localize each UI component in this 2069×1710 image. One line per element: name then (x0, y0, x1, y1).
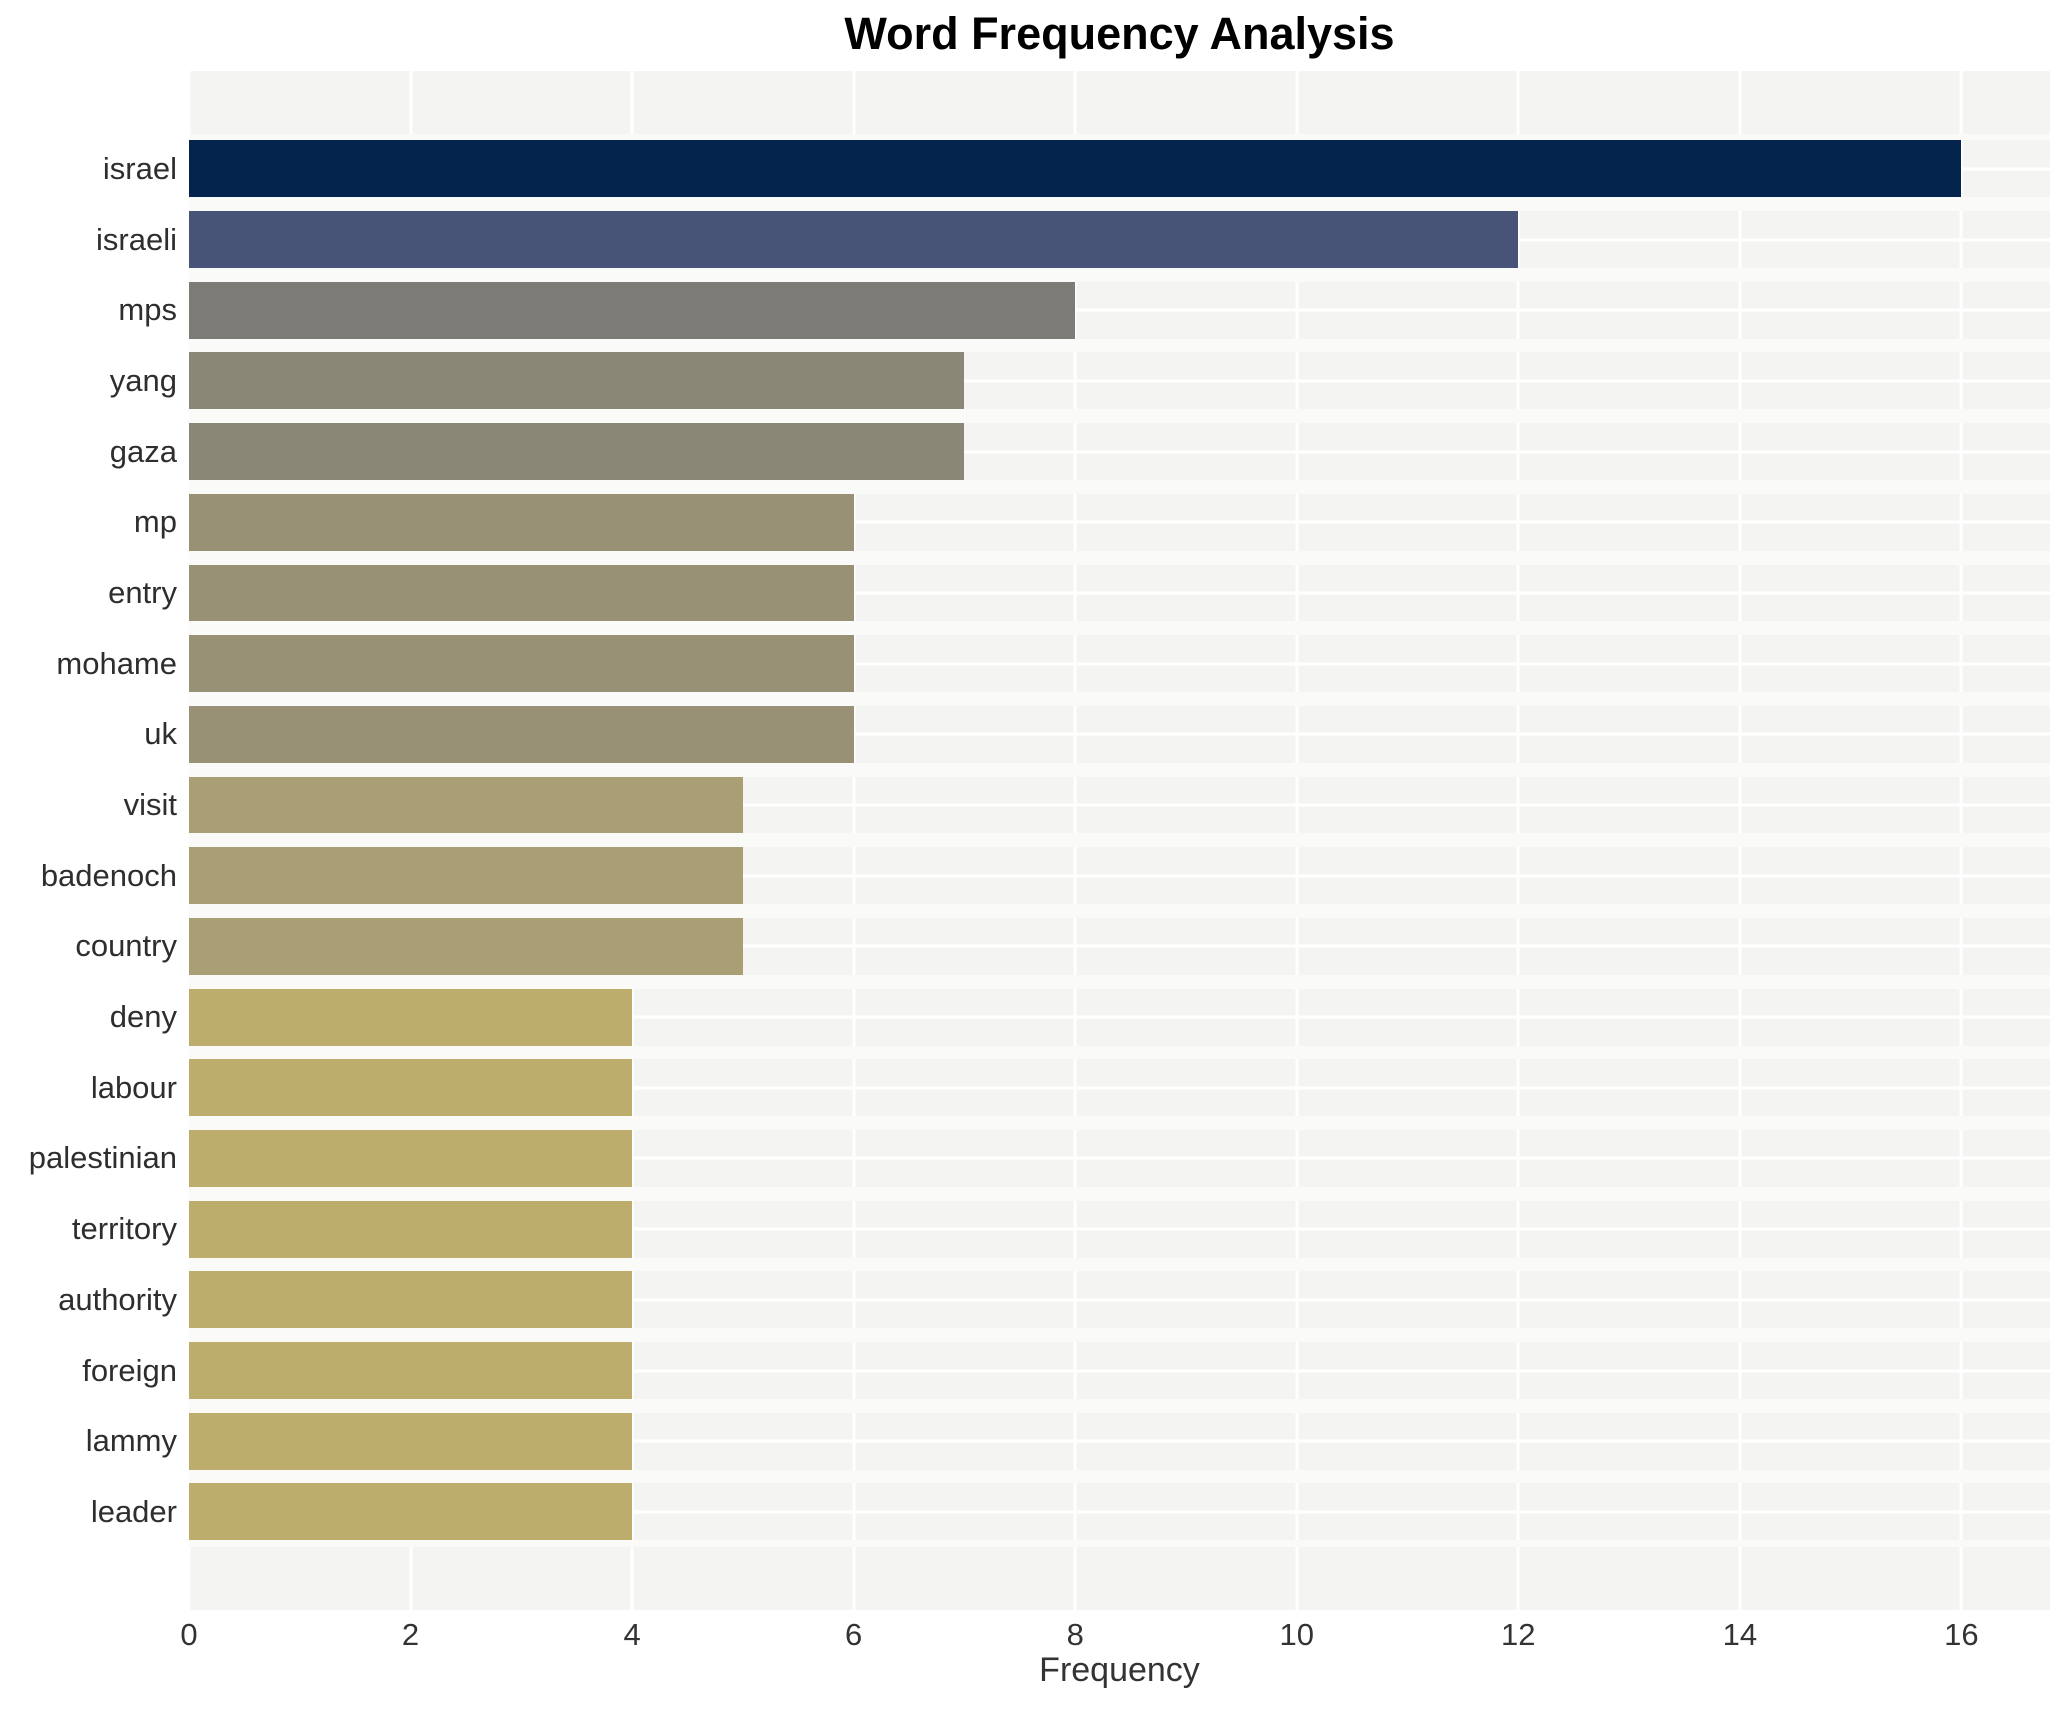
bar (189, 211, 1519, 268)
bar-row (189, 416, 2050, 487)
y-axis-label: authority (58, 1281, 177, 1317)
bar (189, 1059, 633, 1117)
horizontal-gridline (189, 874, 2050, 878)
chart-title: Word Frequency Analysis (844, 8, 1395, 59)
y-axis-label: badenoch (40, 857, 177, 893)
bar-row (189, 840, 2050, 911)
bar (189, 1483, 633, 1541)
y-axis-label: uk (144, 716, 177, 752)
bar-row (189, 911, 2050, 982)
x-tick-label: 14 (1722, 1617, 1758, 1652)
x-tick-label: 0 (180, 1617, 198, 1652)
y-axis-label: entry (108, 574, 177, 610)
x-axis-ticks: 0 2 4 6 8 10 12 14 16 (180, 1617, 2050, 1657)
horizontal-gridline (189, 1156, 2050, 1160)
y-axis-label: israeli (96, 221, 177, 257)
horizontal-gridline (189, 803, 2050, 807)
bar (189, 352, 965, 410)
y-axis-label: mps (118, 292, 177, 328)
bar-row (189, 557, 2050, 629)
x-tick-label: 6 (845, 1617, 863, 1652)
bar (189, 423, 965, 481)
y-axis-label: palestinian (28, 1140, 177, 1176)
y-axis-label: leader (90, 1493, 177, 1529)
y-axis-label: mp (133, 504, 177, 540)
bar (189, 1130, 633, 1187)
horizontal-gridline (189, 662, 2050, 666)
y-axis-labels: israel israeli mps yang gaza mp entry mohame uk v… (0, 71, 177, 1610)
bar-row (189, 1476, 2050, 1548)
bar-row (189, 1335, 2050, 1406)
bar (189, 1200, 633, 1258)
horizontal-gridline (189, 1227, 2050, 1231)
horizontal-gridline (189, 379, 2050, 383)
bar (189, 917, 743, 975)
bar (189, 493, 854, 551)
bar-row (189, 486, 2050, 558)
horizontal-gridline (189, 591, 2050, 595)
horizontal-gridline (189, 732, 2050, 736)
horizontal-gridline (189, 450, 2050, 454)
bar (189, 140, 1962, 198)
horizontal-gridline (189, 1510, 2050, 1514)
y-axis-label: lammy (85, 1423, 177, 1459)
bar-rows (189, 71, 2050, 1610)
bar-row (189, 204, 2050, 275)
horizontal-gridline (189, 520, 2050, 524)
y-axis-label: labour (90, 1069, 177, 1105)
bar-row (189, 981, 2050, 1053)
bar-row (189, 274, 2050, 346)
x-tick-label: 8 (1066, 1617, 1084, 1652)
bar-row (189, 628, 2050, 699)
bar (189, 847, 743, 905)
plot-area (187, 71, 2050, 1610)
bar (189, 564, 854, 622)
x-tick-label: 4 (623, 1617, 641, 1652)
bar-row (189, 699, 2050, 770)
bar-row (189, 1264, 2050, 1336)
bar (189, 1342, 633, 1399)
horizontal-gridline (189, 308, 2050, 312)
bar-row (189, 1193, 2050, 1265)
bar (189, 988, 633, 1046)
y-axis-label: gaza (109, 433, 177, 469)
bar-row (189, 1052, 2050, 1123)
x-tick-label: 10 (1279, 1617, 1314, 1652)
y-axis-label: territory (71, 1211, 177, 1247)
horizontal-gridline (189, 1015, 2050, 1019)
bar (189, 1271, 633, 1329)
bar (189, 635, 854, 693)
horizontal-gridline (189, 944, 2050, 948)
y-axis-label: country (75, 928, 177, 964)
bar-row (189, 1405, 2050, 1477)
bar-row (189, 133, 2050, 205)
bar (189, 281, 1076, 339)
bar (189, 1412, 633, 1470)
y-axis-label: visit (123, 787, 177, 823)
x-tick-label: 16 (1944, 1617, 1979, 1652)
bar-row (189, 769, 2050, 841)
y-axis-label: mohame (56, 645, 177, 681)
y-axis-label: foreign (82, 1352, 177, 1388)
x-axis-title: Frequency (1039, 1651, 1200, 1689)
bar (189, 776, 743, 834)
x-tick-label: 2 (401, 1617, 420, 1652)
horizontal-gridline (189, 1086, 2050, 1090)
y-axis-label: yang (109, 362, 177, 398)
horizontal-gridline (189, 1439, 2050, 1443)
bar-row (189, 1123, 2050, 1194)
horizontal-gridline (189, 1369, 2050, 1373)
y-axis-label: deny (109, 999, 177, 1035)
x-tick-label: 12 (1501, 1617, 1536, 1652)
bar-row (189, 345, 2050, 417)
horizontal-gridline (189, 1298, 2050, 1302)
bar (189, 705, 854, 763)
y-axis-label: israel (102, 150, 177, 186)
